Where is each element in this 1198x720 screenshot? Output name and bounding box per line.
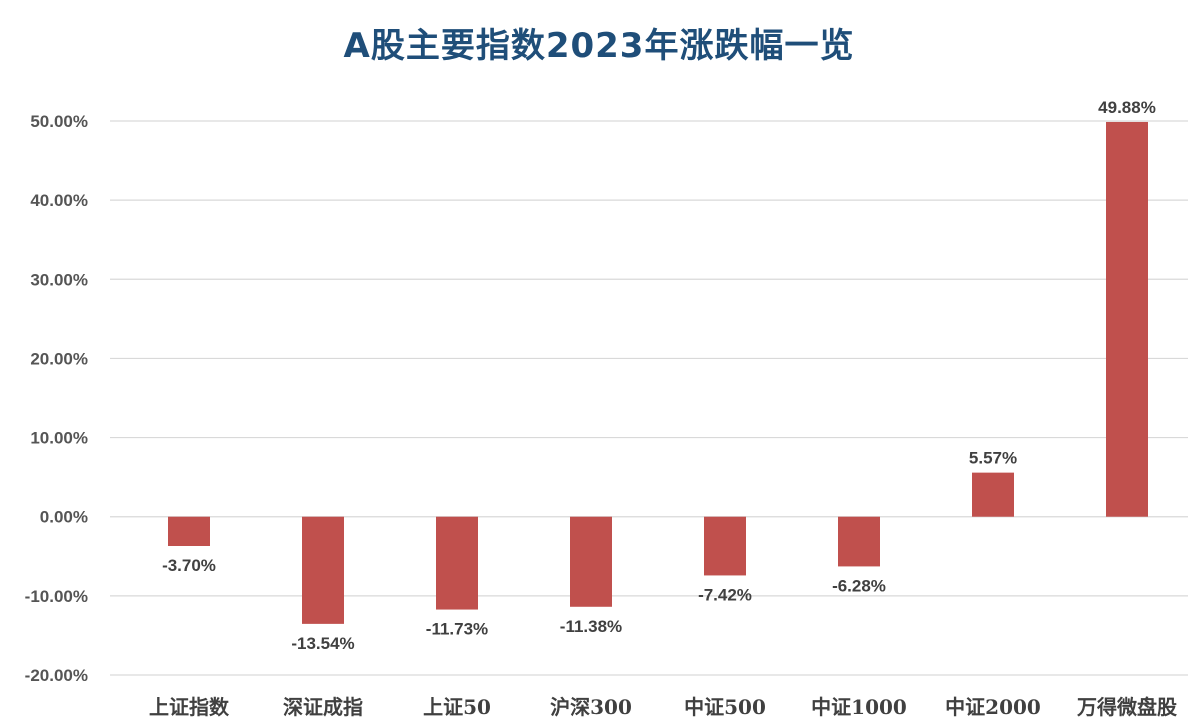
x-axis-categories: 上证指数 深证成指 上证50 沪深300 中证500 中证1000 中证2000 万得微盘股	[149, 695, 1177, 719]
bar	[838, 516, 880, 567]
x-category-label: 上证50	[423, 695, 491, 719]
data-label: -13.54%	[291, 634, 354, 653]
data-label: -7.42%	[698, 585, 752, 604]
bar	[168, 516, 210, 546]
data-label: 49.88%	[1098, 98, 1156, 117]
bar	[1106, 121, 1148, 517]
y-tick-label: 0.00%	[40, 508, 88, 527]
bar	[570, 516, 612, 607]
x-category-label: 中证500	[684, 695, 766, 719]
data-label: -6.28%	[832, 576, 886, 595]
y-tick-label: 10.00%	[30, 429, 88, 448]
data-label: 5.57%	[969, 449, 1017, 468]
y-tick-label: -10.00%	[25, 587, 88, 606]
x-category-label: 万得微盘股	[1076, 695, 1177, 719]
x-category-label: 上证指数	[149, 695, 230, 719]
bars	[168, 121, 1148, 624]
y-tick-label: 40.00%	[30, 191, 88, 210]
data-label: -3.70%	[162, 556, 216, 575]
y-tick-label: -20.00%	[25, 666, 88, 685]
bar	[302, 516, 344, 624]
bar	[704, 516, 746, 576]
y-tick-label: 30.00%	[30, 270, 88, 289]
x-category-label: 中证2000	[945, 695, 1041, 719]
x-category-label: 中证1000	[811, 695, 907, 719]
x-category-label: 深证成指	[283, 695, 363, 719]
data-label: -11.38%	[560, 617, 622, 636]
grid-layer	[110, 120, 1188, 676]
x-category-label: 沪深300	[550, 695, 632, 719]
data-label: -11.73%	[426, 620, 488, 639]
y-tick-label: 50.00%	[30, 112, 88, 131]
chart-title: A股主要指数2023年涨跌幅一览	[343, 26, 855, 66]
bar	[972, 472, 1014, 517]
y-tick-label: 20.00%	[30, 349, 88, 368]
bar	[436, 516, 478, 610]
data-labels: -3.70% -13.54% -11.73% -11.38% -7.42% -6.28% 5…	[162, 98, 1156, 653]
y-axis-ticks: 50.00% 40.00% 30.00% 20.00% 10.00% 0.00% -10.0…	[25, 112, 88, 685]
